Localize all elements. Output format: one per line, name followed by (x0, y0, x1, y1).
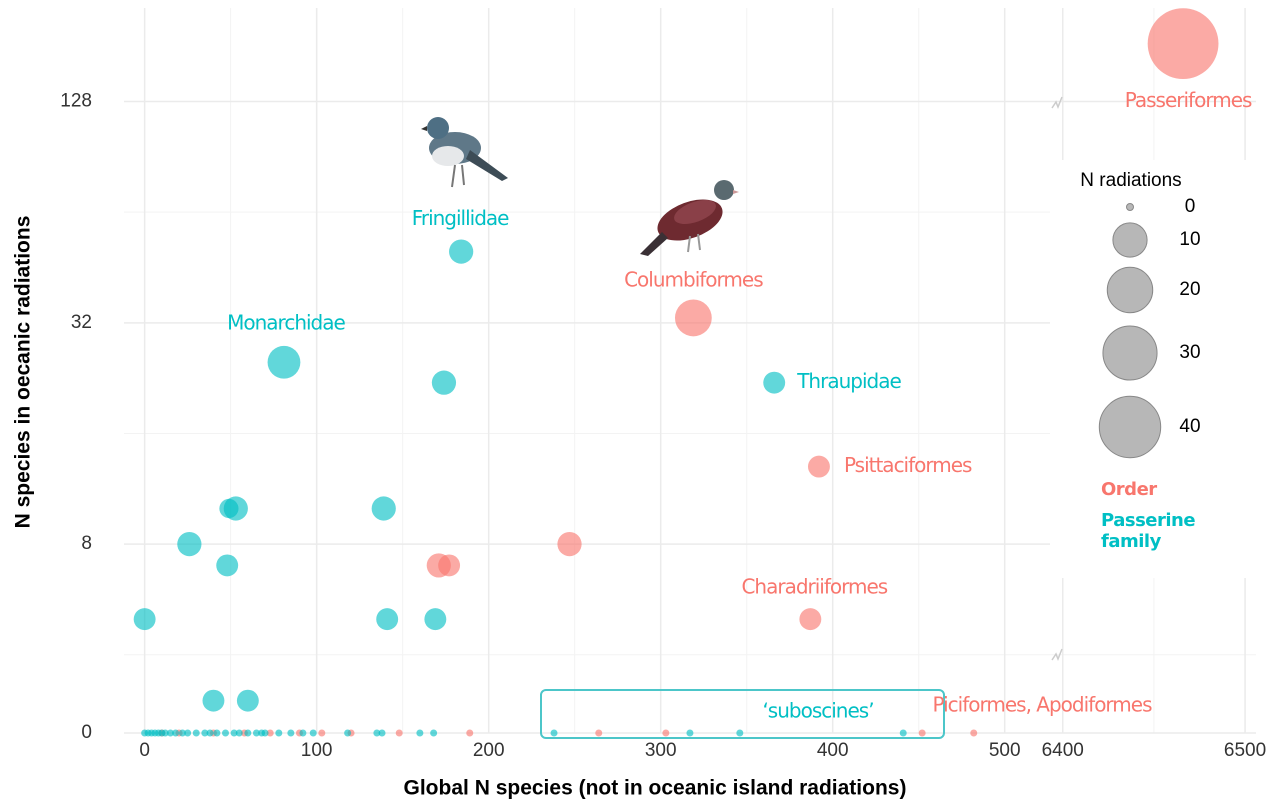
point (449, 239, 473, 263)
legend-entry: Order (1101, 479, 1191, 500)
point (172, 730, 179, 737)
point (134, 608, 156, 630)
point (275, 730, 282, 737)
chart: Passeriformes Columbiformes Psittaciformes… (0, 0, 1286, 805)
pigeon-illustration (640, 180, 739, 256)
point-label: Thraupidae (796, 369, 901, 393)
point (177, 532, 201, 556)
point (219, 499, 238, 518)
point (244, 730, 251, 737)
point (799, 608, 821, 630)
point (736, 730, 743, 737)
point-label: Monarchidae (227, 311, 345, 335)
point (268, 346, 301, 379)
x-tick-label: 300 (645, 740, 677, 761)
point (551, 730, 558, 737)
point (379, 730, 386, 737)
point-label: Passeriformes (1125, 88, 1252, 112)
finch-illustration (421, 117, 508, 187)
point (222, 730, 229, 737)
point (466, 730, 473, 737)
point (310, 730, 317, 737)
point (262, 730, 269, 737)
point (236, 730, 243, 737)
y-tick-label: 0 (81, 722, 92, 743)
point (216, 554, 238, 576)
x-tick-label: 6500 (1224, 740, 1266, 761)
legend-entry: Passerine family (1101, 510, 1191, 552)
point-label: Psittaciformes (844, 453, 972, 477)
point-label: Fringillidae (412, 206, 509, 230)
legend-size-key (1107, 267, 1152, 312)
page: Passeriformes Columbiformes Psittaciformes… (0, 0, 1286, 805)
legend-size-label: 10 (1179, 229, 1200, 250)
point (808, 456, 830, 478)
x-tick-label: 200 (473, 740, 505, 761)
point-label: Charadriiformes (741, 575, 887, 599)
legend-size-key (1113, 223, 1147, 257)
point (675, 300, 712, 337)
legend-size-label: 40 (1179, 416, 1200, 437)
annotation: Piciformes, Apodiformes (932, 693, 1152, 717)
point (344, 730, 351, 737)
legend-size-key (1127, 204, 1134, 211)
point (438, 554, 460, 576)
point (318, 730, 325, 737)
point (376, 608, 398, 630)
legend-size-label: 30 (1179, 342, 1200, 363)
legend-title: N radiations (1080, 170, 1181, 191)
point (919, 730, 926, 737)
point (299, 730, 306, 737)
y-axis-title: N species in oecanic radiations (12, 216, 35, 529)
point-label: Columbiformes (624, 267, 763, 291)
x-tick-label: 500 (989, 740, 1021, 761)
point (372, 496, 396, 520)
point (424, 608, 446, 630)
y-tick-label: 128 (60, 91, 92, 112)
annotation: ‘suboscines’ (762, 699, 873, 723)
point (184, 730, 191, 737)
y-tick-label: 32 (71, 312, 92, 333)
point (207, 730, 214, 737)
point (970, 730, 977, 737)
legend-size-label: 0 (1185, 196, 1196, 217)
point (662, 730, 669, 737)
point (763, 372, 785, 394)
point (213, 730, 220, 737)
point (416, 730, 423, 737)
legend-size-key (1103, 326, 1157, 380)
point (1148, 8, 1219, 79)
point (237, 690, 259, 712)
legend-size-label: 20 (1179, 279, 1200, 300)
point (900, 730, 907, 737)
point (202, 690, 224, 712)
axis-break (1052, 97, 1062, 108)
x-tick-label: 400 (817, 740, 849, 761)
x-tick-label: 100 (301, 740, 333, 761)
legend-size-key (1099, 396, 1160, 457)
point (686, 730, 693, 737)
point (193, 730, 200, 737)
x-tick-label: 6400 (1042, 740, 1084, 761)
x-axis-title: Global N species (not in oceanic island … (404, 777, 907, 800)
point (287, 730, 294, 737)
y-tick-label: 8 (81, 533, 92, 554)
point (396, 730, 403, 737)
point (430, 730, 437, 737)
x-tick-label: 0 (139, 740, 150, 761)
point (557, 532, 581, 556)
point (432, 371, 456, 395)
point (595, 730, 602, 737)
